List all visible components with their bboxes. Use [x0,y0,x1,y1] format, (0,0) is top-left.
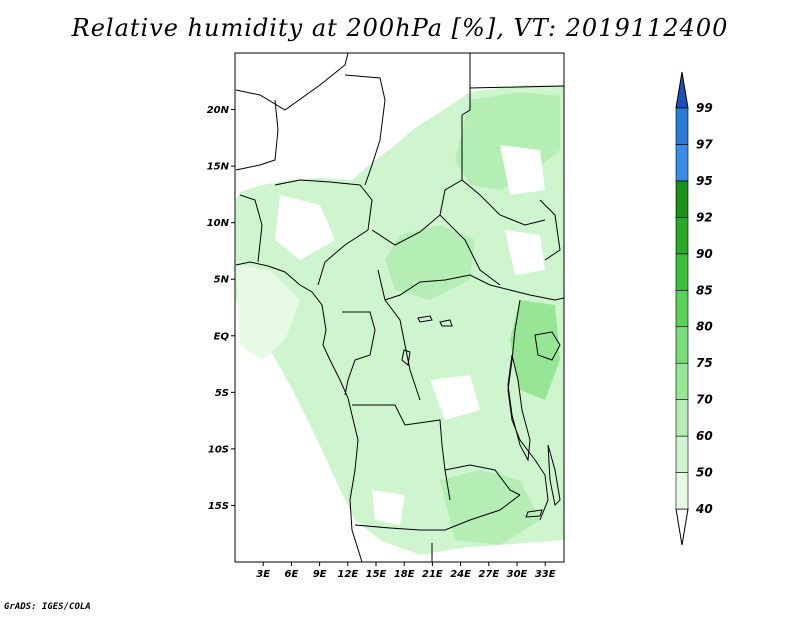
lon-tick-label: 21E [422,569,443,580]
colorbar-label: 80 [696,320,713,334]
lon-tick-label: 33E [535,569,556,580]
colorbar-label: 97 [696,137,713,151]
colorbar-label: 70 [696,393,713,407]
border-west-1 [235,99,279,171]
colorbar-label: 50 [696,466,713,480]
lat-tick-label: 15N [207,162,230,173]
colorbar-label: 99 [696,101,713,115]
lake-victoria [534,331,561,361]
dry-gap-3 [430,375,480,420]
humidity-region-south [440,470,540,545]
border-sudan [461,179,546,226]
colorbar-segment [675,472,689,510]
border-nigeria [274,179,373,286]
lat-tick-label: 5N [214,275,230,286]
border-zambia [444,464,521,496]
dry-gap-4 [500,145,545,195]
colorbar-segment [675,107,689,145]
border-northeast [469,85,564,89]
credit-text: GrADS: IGES/COLA [4,602,91,612]
lon-tick-label: 27E [478,569,499,580]
border-east-1 [489,284,564,301]
map-title: Relative humidity at 200hPa [%], VT: 201… [71,14,729,42]
lake-tanganyika [507,354,531,462]
lake-small-1 [417,315,433,323]
country-borders [235,53,564,562]
colorbar-segment [675,144,689,182]
colorbar-upper-arrow [675,71,689,109]
colorbar-segment [675,217,689,255]
lake-malawi [547,444,561,507]
latitude-axis: 20N 15N 10N 5N EQ 5S 10S 15S [207,105,235,512]
colorbar-label: 95 [696,174,713,188]
colorbar-label: 40 [695,502,713,516]
colorbar-segment [675,180,689,218]
border-drc-north [384,299,421,401]
lat-tick-label: 15S [208,501,229,512]
colorbar-segment [675,362,689,400]
lat-tick-label: 10S [208,444,229,455]
colorbar-label: 85 [696,283,713,297]
colorbar-lower-arrow [675,508,689,546]
map-frame [234,52,565,563]
lat-tick-label: 5S [215,388,229,399]
lon-tick-label: 30E [507,569,528,580]
colorbar-segment [675,289,689,328]
border-north-2 [344,74,386,186]
border-angola-south [354,494,521,531]
dry-gap-2 [505,230,545,275]
lon-tick-label: 3E [256,569,270,580]
longitude-axis: 3E 6E 9E 12E 15E 18E 21E 24E 27E 30E 33E [256,562,556,580]
colorbar-label: 60 [696,429,713,443]
colorbar-segment [675,435,689,473]
dry-gap-1 [275,195,335,260]
lat-tick-label: 20N [207,105,230,116]
border-congo [342,311,376,396]
colorbar-segment [675,253,689,291]
lon-tick-label: 24E [450,569,471,580]
lon-tick-label: 12E [337,569,358,580]
border-north-3 [439,53,471,216]
border-east-2 [539,199,561,261]
lake-small-3 [401,349,411,366]
coastline-west [235,261,363,562]
humidity-region-east [510,300,560,400]
humidity-region-west [236,265,300,360]
lake-small-4 [525,509,543,518]
colorbar-segment [675,326,689,364]
border-north-1 [235,53,349,111]
lake-small-2 [439,319,453,327]
lon-tick-label: 18E [394,569,415,580]
colorbar: 40 50 60 70 75 80 85 90 92 95 97 99 [675,71,713,546]
border-west-2 [239,194,263,263]
border-cameroon-car [371,214,501,286]
lat-tick-label: 10N [207,218,230,229]
colorbar-label: 75 [696,356,713,370]
lat-tick-label: EQ [214,331,230,342]
colorbar-label: 92 [696,210,713,224]
lon-tick-label: 15E [366,569,387,580]
colorbar-label: 90 [696,247,713,261]
lon-tick-label: 9E [313,569,327,580]
lon-tick-label: 6E [285,569,299,580]
colorbar-segment [675,399,689,437]
humidity-region-central [385,225,475,300]
dry-gap-5 [372,490,405,525]
